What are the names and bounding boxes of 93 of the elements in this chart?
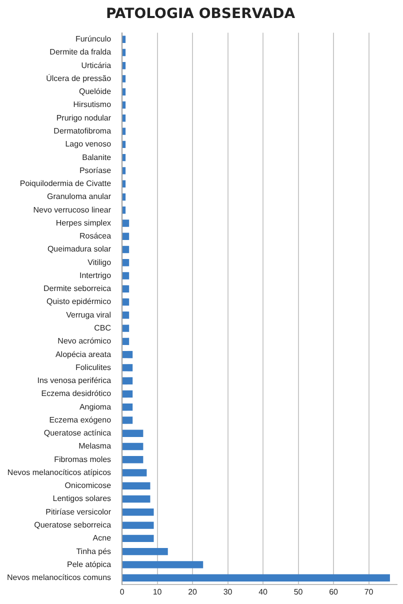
- bar: [122, 62, 126, 70]
- bar: [122, 508, 154, 516]
- y-tick-label: Vitiligo: [88, 258, 112, 267]
- y-tick-label: Nevos melanocíticos atípicos: [7, 468, 112, 477]
- bar: [122, 456, 144, 464]
- y-tick-label: Eczema exógeno: [49, 415, 112, 424]
- y-tick-label: Tinha pés: [76, 546, 112, 556]
- bar: [122, 154, 126, 162]
- bar: [122, 338, 130, 346]
- bar: [122, 48, 126, 56]
- bar: [122, 495, 150, 503]
- y-tick-label: Granuloma anular: [46, 192, 112, 202]
- bar: [122, 350, 133, 358]
- bar: [122, 180, 126, 188]
- y-tick-label: Quisto epidérmico: [46, 297, 112, 306]
- x-tick-label: 10: [152, 587, 162, 596]
- bar: [122, 377, 133, 384]
- bar: [122, 298, 130, 306]
- bar: [122, 36, 126, 43]
- y-tick-label: Quelóide: [79, 87, 112, 96]
- y-tick-label: Lentigos solares: [52, 494, 112, 504]
- bar: [122, 548, 168, 556]
- bar: [122, 259, 130, 266]
- x-tick-label: 70: [364, 587, 374, 596]
- y-tick-label: Verruga viral: [66, 310, 112, 320]
- chart-title: PATOLOGIA OBSERVADA: [106, 6, 296, 22]
- bar: [122, 272, 130, 280]
- bar: [122, 140, 126, 148]
- y-tick-label: Balanite: [82, 152, 112, 162]
- bar: [122, 193, 126, 201]
- y-tick-label: Acne: [92, 534, 112, 543]
- bar: [122, 430, 144, 437]
- y-tick-label: Hirsutismo: [73, 100, 112, 110]
- bar: [122, 324, 130, 332]
- x-tick-label: 60: [329, 587, 339, 596]
- bar: [122, 416, 133, 424]
- bar: [122, 232, 130, 240]
- x-tick-label: 20: [188, 587, 198, 596]
- x-tick-label: 50: [294, 587, 304, 596]
- y-tick-label: Dermatofibroma: [54, 126, 112, 136]
- bar: [122, 403, 133, 411]
- y-tick-label: Fibromas moles: [54, 454, 112, 464]
- y-tick-label: Nevo verrucoso linear: [33, 205, 112, 214]
- bar: [122, 312, 130, 319]
- x-tick-label: 40: [258, 587, 268, 596]
- bar: [122, 482, 150, 490]
- y-tick-label: Furúnculo: [75, 34, 112, 44]
- y-tick-label: Nevos melanocíticos comuns: [6, 573, 112, 582]
- y-tick-label: Queratose actínica: [44, 428, 112, 438]
- bar: [122, 442, 144, 450]
- bar: [122, 88, 126, 96]
- bar: [122, 220, 130, 227]
- y-tick-label: Alopécia areata: [55, 350, 112, 359]
- y-tick-label: Queratose seborreica: [34, 520, 112, 530]
- bar: [122, 364, 133, 372]
- bar: [122, 522, 154, 529]
- y-tick-label: Melasma: [78, 442, 112, 451]
- y-tick-label: Queimadura solar: [47, 244, 112, 254]
- y-tick-label: CBC: [94, 324, 112, 333]
- bar: [122, 101, 126, 109]
- y-tick-label: Urticária: [81, 60, 112, 70]
- bar: [122, 469, 147, 476]
- y-tick-label: Poiquilodermia de Civatte: [20, 179, 112, 188]
- bar: [122, 561, 204, 568]
- y-tick-label: Úlcera de pressão: [46, 74, 112, 83]
- x-tick-label: 0: [120, 587, 125, 596]
- y-tick-label: Onicomicose: [64, 481, 112, 490]
- y-tick-label: Pele atópica: [67, 560, 112, 569]
- bar: [122, 285, 130, 293]
- bar: [122, 534, 154, 542]
- bar: [122, 167, 126, 174]
- bar: [122, 206, 126, 214]
- y-tick-label: Herpes simplex: [56, 218, 112, 228]
- bar: [122, 75, 126, 82]
- bar: [122, 128, 126, 135]
- y-tick-label: Psoríase: [79, 166, 112, 175]
- bar: [122, 574, 390, 582]
- bar: [122, 390, 133, 398]
- y-tick-label: Pitiríase versicolor: [46, 507, 112, 516]
- y-tick-label: Dermite seborreica: [43, 284, 112, 294]
- bar: [122, 114, 126, 122]
- y-tick-label: Foliculites: [75, 362, 112, 372]
- bar: [122, 246, 130, 254]
- y-tick-label: Rosácea: [79, 232, 112, 241]
- y-tick-label: Ins venosa periférica: [37, 376, 112, 386]
- x-tick-label: 30: [223, 587, 233, 596]
- y-tick-label: Nevo acrómico: [58, 336, 112, 346]
- y-tick-label: Intertrigo: [79, 270, 112, 280]
- y-tick-label: Prurigo nodular: [56, 113, 112, 122]
- y-tick-label: Lago venoso: [65, 140, 112, 149]
- y-tick-label: Dermite da fralda: [50, 48, 112, 57]
- y-tick-label: Eczema desidrótico: [41, 389, 112, 398]
- y-tick-label: Angioma: [79, 402, 112, 412]
